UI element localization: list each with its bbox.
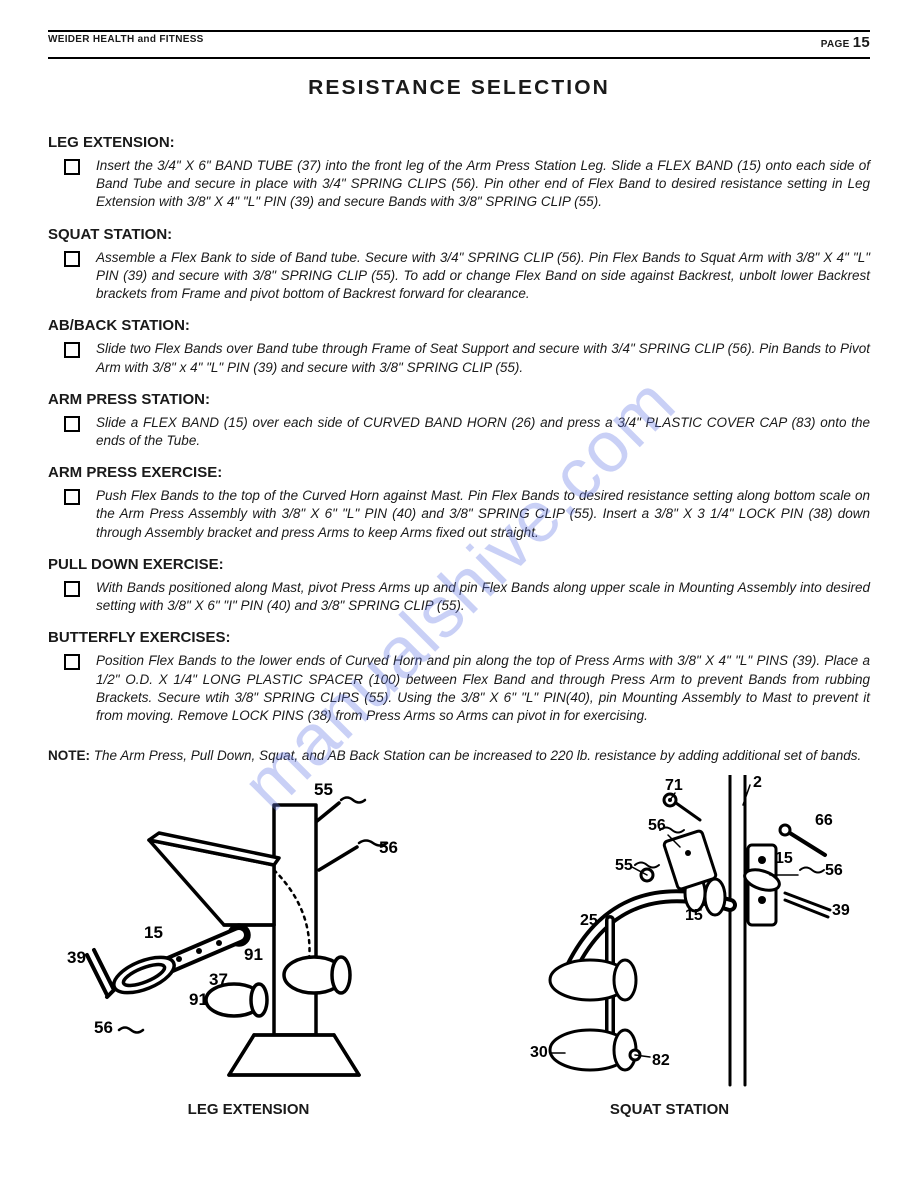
callout-label: 15 bbox=[775, 850, 793, 867]
section-heading: ARM PRESS STATION: bbox=[48, 391, 870, 408]
checkbox-icon bbox=[64, 159, 80, 175]
instruction-row: Push Flex Bands to the top of the Curved… bbox=[48, 487, 870, 542]
header-rule bbox=[48, 57, 870, 59]
callout-label: 55 bbox=[314, 780, 333, 799]
figure-leg-extension: 55 56 15 39 91 37 91 56 LEG EXTENSION bbox=[48, 775, 449, 1118]
callout-label: 56 bbox=[648, 817, 666, 834]
section-heading: SQUAT STATION: bbox=[48, 226, 870, 243]
instruction-row: Assemble a Flex Bank to side of Band tub… bbox=[48, 249, 870, 304]
note-body: The Arm Press, Pull Down, Squat, and AB … bbox=[94, 748, 861, 763]
header-left: WEIDER HEALTH and FITNESS bbox=[48, 34, 204, 51]
note-label: NOTE: bbox=[48, 748, 90, 763]
callout-label: 39 bbox=[832, 902, 850, 919]
callout-label: 91 bbox=[244, 945, 263, 964]
instruction-row: With Bands positioned along Mast, pivot … bbox=[48, 579, 870, 615]
header-right: PAGE 15 bbox=[821, 34, 870, 51]
figures-row: 55 56 15 39 91 37 91 56 LEG EXTENSION bbox=[48, 775, 870, 1118]
callout-label: 39 bbox=[67, 948, 86, 967]
instruction-row: Slide a FLEX BAND (15) over each side of… bbox=[48, 414, 870, 450]
section-heading: BUTTERFLY EXERCISES: bbox=[48, 629, 870, 646]
instruction-row: Insert the 3/4" X 6" BAND TUBE (37) into… bbox=[48, 157, 870, 212]
section-heading: AB/BACK STATION: bbox=[48, 317, 870, 334]
section-heading: LEG EXTENSION: bbox=[48, 134, 870, 151]
callout-label: 66 bbox=[815, 812, 833, 829]
callout-label: 82 bbox=[652, 1052, 670, 1069]
callout-label: 56 bbox=[379, 838, 398, 857]
note-block: NOTE: The Arm Press, Pull Down, Squat, a… bbox=[48, 747, 870, 765]
callout-label: 91 bbox=[189, 990, 208, 1009]
page-header: WEIDER HEALTH and FITNESS PAGE 15 bbox=[48, 34, 870, 51]
callout-label: 15 bbox=[685, 907, 703, 924]
callout-label: 15 bbox=[144, 923, 163, 942]
top-rule bbox=[48, 30, 870, 32]
leg-extension-diagram: 55 56 15 39 91 37 91 56 bbox=[59, 775, 439, 1095]
instruction-text: Assemble a Flex Bank to side of Band tub… bbox=[96, 249, 870, 304]
squat-station-diagram: 71 2 66 56 55 15 56 39 25 15 30 82 bbox=[470, 775, 870, 1095]
page-label: PAGE bbox=[821, 39, 850, 50]
page-title: RESISTANCE SELECTION bbox=[27, 77, 890, 100]
callout-label: 56 bbox=[94, 1018, 113, 1037]
section-heading: ARM PRESS EXERCISE: bbox=[48, 464, 870, 481]
instruction-row: Slide two Flex Bands over Band tube thro… bbox=[48, 340, 870, 376]
figure-caption: SQUAT STATION bbox=[610, 1101, 729, 1118]
callout-label: 25 bbox=[580, 912, 598, 929]
figure-caption: LEG EXTENSION bbox=[188, 1101, 310, 1118]
checkbox-icon bbox=[64, 581, 80, 597]
checkbox-icon bbox=[64, 342, 80, 358]
instruction-text: Slide a FLEX BAND (15) over each side of… bbox=[96, 414, 870, 450]
checkbox-icon bbox=[64, 416, 80, 432]
callout-label: 2 bbox=[753, 775, 762, 791]
checkbox-icon bbox=[64, 489, 80, 505]
callout-label: 30 bbox=[530, 1044, 548, 1061]
section-heading: PULL DOWN EXERCISE: bbox=[48, 556, 870, 573]
instruction-text: Slide two Flex Bands over Band tube thro… bbox=[96, 340, 870, 376]
manual-page: manualshive.com WEIDER HEALTH and FITNES… bbox=[0, 0, 918, 1188]
instruction-text: With Bands positioned along Mast, pivot … bbox=[96, 579, 870, 615]
callout-label: 37 bbox=[209, 970, 228, 989]
page-number: 15 bbox=[853, 34, 870, 51]
figure-squat-station: 71 2 66 56 55 15 56 39 25 15 30 82 SQUAT… bbox=[469, 775, 870, 1118]
callout-label: 55 bbox=[615, 857, 633, 874]
instruction-text: Position Flex Bands to the lower ends of… bbox=[96, 652, 870, 725]
instruction-text: Insert the 3/4" X 6" BAND TUBE (37) into… bbox=[96, 157, 870, 212]
checkbox-icon bbox=[64, 654, 80, 670]
instruction-row: Position Flex Bands to the lower ends of… bbox=[48, 652, 870, 725]
instruction-text: Push Flex Bands to the top of the Curved… bbox=[96, 487, 870, 542]
callout-label: 71 bbox=[665, 777, 683, 794]
checkbox-icon bbox=[64, 251, 80, 267]
callout-label: 56 bbox=[825, 862, 843, 879]
